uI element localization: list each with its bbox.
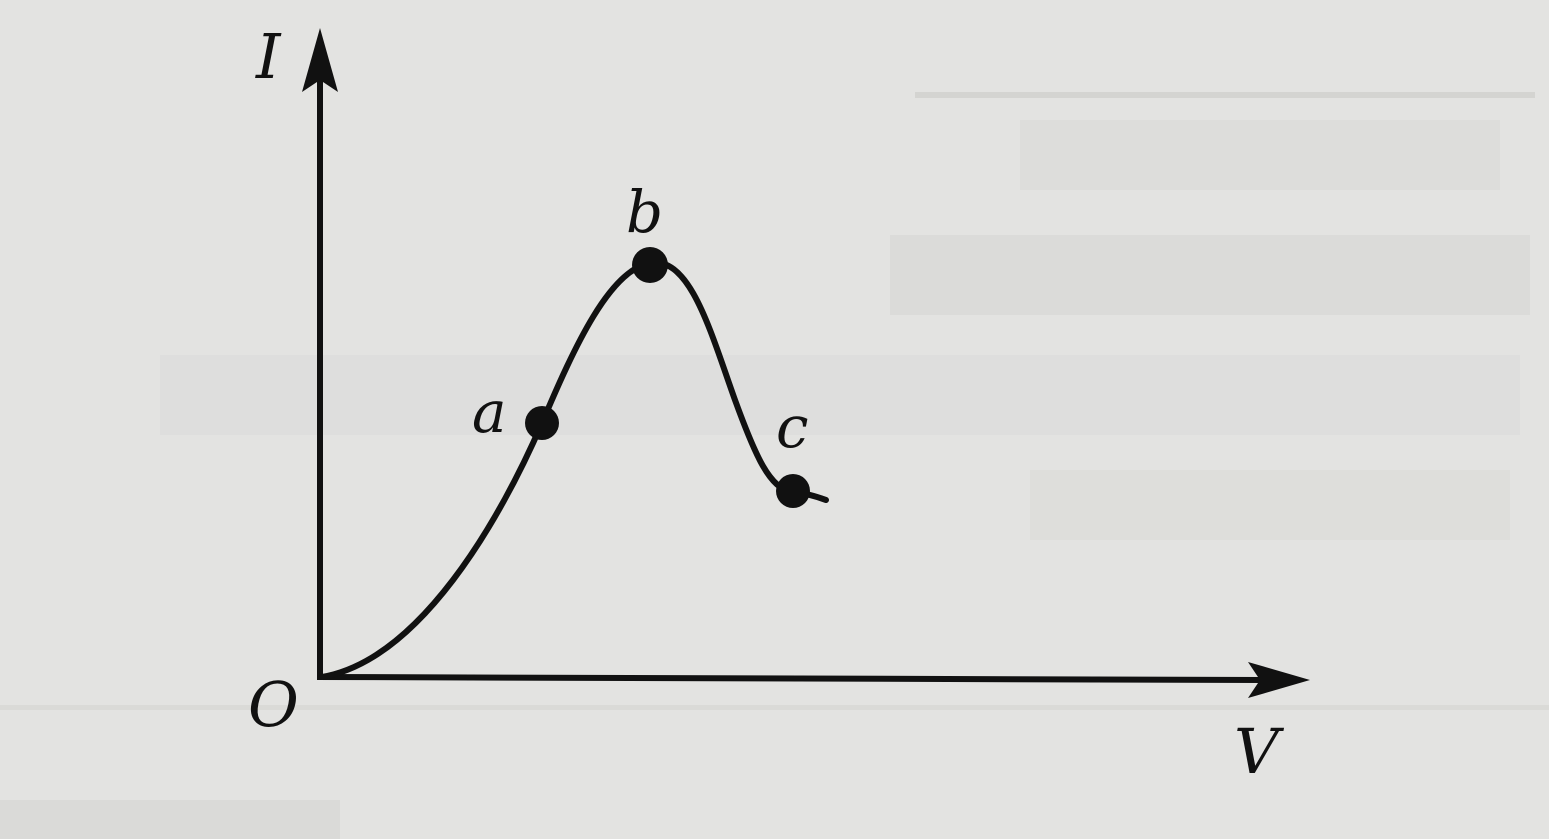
y-axis-arrowhead — [302, 28, 338, 92]
axes — [316, 80, 1263, 683]
y-axis-label: I — [255, 20, 282, 93]
x-axis — [316, 674, 1263, 683]
point-b-marker — [632, 247, 668, 283]
point-c-marker — [776, 474, 810, 508]
point-a-marker — [525, 406, 559, 440]
bleed-through-background — [0, 92, 1549, 839]
x-axis-arrowhead — [1248, 662, 1310, 698]
point-b-label: b — [626, 178, 663, 246]
iv-curve — [319, 259, 829, 680]
x-axis-label: V — [1234, 715, 1285, 788]
origin-label: O — [248, 668, 299, 741]
point-c-label: c — [776, 393, 808, 461]
point-a-label: a — [472, 378, 507, 446]
